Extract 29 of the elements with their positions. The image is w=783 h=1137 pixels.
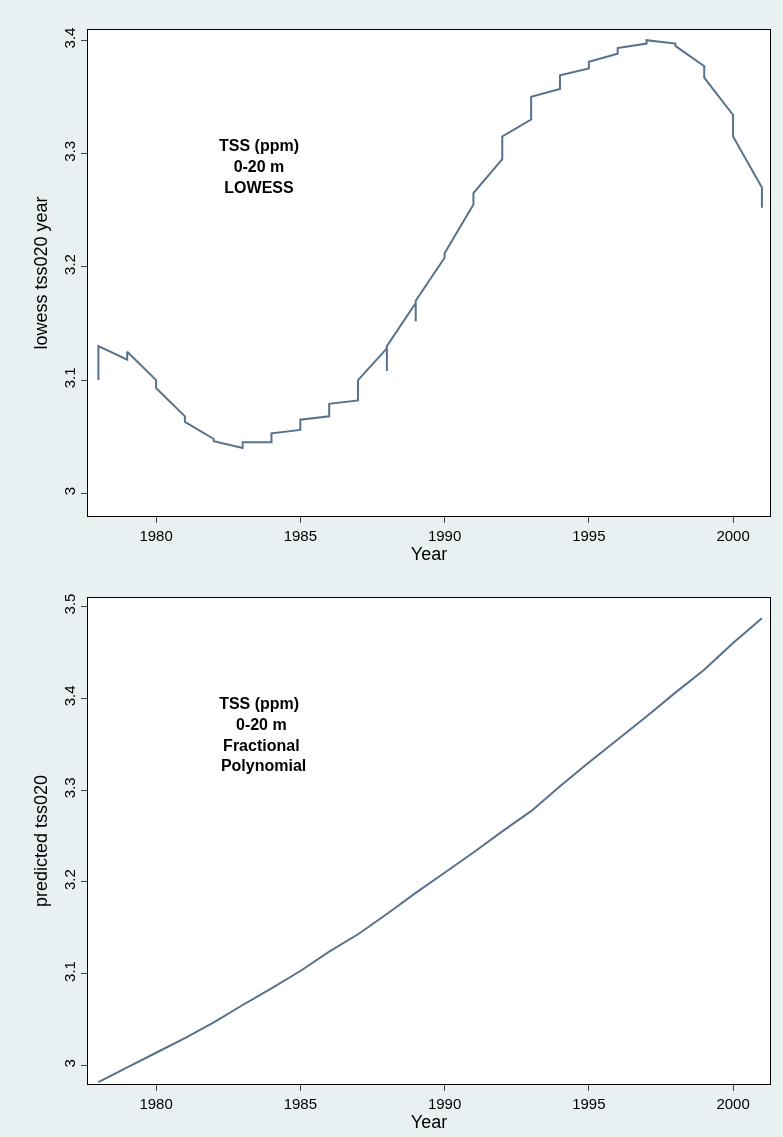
y-axis-title: lowess tss020 year xyxy=(31,196,52,350)
y-tick-label: 3.3 xyxy=(61,777,78,799)
x-tick-label: 1990 xyxy=(427,527,462,544)
annotation: TSS (ppm) 0-20 m LOWESS xyxy=(219,137,299,196)
x-tick-label: 1980 xyxy=(139,1095,173,1112)
y-tick-label: 3.2 xyxy=(61,869,78,891)
y-tick-label: 3 xyxy=(61,486,78,496)
y-tick-label: 3.3 xyxy=(61,140,78,162)
x-tick-label: 1995 xyxy=(572,1095,606,1112)
y-tick-label: 3.1 xyxy=(61,367,78,389)
y-tick-label: 3.4 xyxy=(61,27,78,49)
x-tick-label: 1985 xyxy=(283,1095,318,1112)
annotation: TSS (ppm) 0-20 m Fractional Polynomial xyxy=(212,695,307,775)
y-tick-label: 3.1 xyxy=(61,961,78,982)
x-tick-label: 2000 xyxy=(716,527,750,544)
y-tick-label: 3 xyxy=(61,1059,78,1068)
line-series xyxy=(97,617,763,1084)
y-tick-label: 3.2 xyxy=(61,254,78,275)
y-axis-title: predicted tss020 xyxy=(31,774,52,908)
x-tick-label: 1995 xyxy=(572,527,606,544)
x-tick-label: 1985 xyxy=(283,527,318,544)
y-tick-label: 3.5 xyxy=(61,593,78,615)
line-series xyxy=(97,39,763,450)
x-tick-label: 2000 xyxy=(716,1095,750,1112)
x-axis-title: Year xyxy=(410,1112,448,1132)
x-tick-label: 1990 xyxy=(427,1095,462,1112)
x-axis-title: Year xyxy=(410,544,448,564)
y-tick-label: 3.4 xyxy=(61,685,78,707)
x-tick-label: 1980 xyxy=(139,527,173,544)
